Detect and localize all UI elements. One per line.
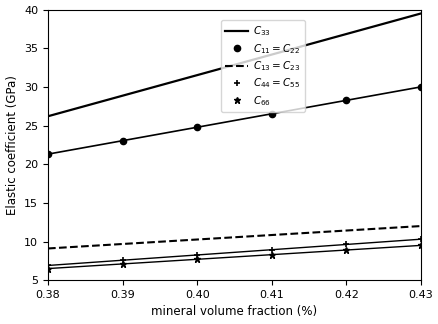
$C_{44}=C_{55}$ (268, 248, 274, 252)
$C_{11}=C_{22}$ (343, 98, 348, 102)
Line: $C_{13}=C_{23}$: $C_{13}=C_{23}$ (48, 226, 420, 249)
$C_{33}$ (265, 53, 271, 57)
$C_{44}=C_{55}$ (417, 237, 423, 241)
$C_{44}=C_{55}$ (194, 253, 199, 257)
$C_{33}$ (45, 114, 50, 118)
Legend: $C_{33}$, $C_{11}=C_{22}$, $C_{13}=C_{23}$, $C_{44}=C_{55}$, $C_{66}$: $C_{33}$, $C_{11}=C_{22}$, $C_{13}=C_{23… (221, 20, 304, 112)
$C_{11}=C_{22}$ (417, 85, 423, 89)
$C_{13}=C_{23}$ (383, 226, 388, 230)
$C_{13}=C_{23}$ (359, 228, 364, 232)
$C_{13}=C_{23}$ (45, 247, 50, 250)
$C_{66}$ (343, 248, 348, 252)
$C_{13}=C_{23}$ (265, 233, 271, 237)
$C_{44}=C_{55}$ (120, 258, 125, 262)
$C_{13}=C_{23}$ (417, 224, 423, 228)
$C_{66}$ (417, 243, 423, 247)
$C_{44}=C_{55}$ (45, 263, 50, 267)
$C_{44}=C_{55}$ (343, 242, 348, 246)
$C_{66}$ (268, 253, 274, 257)
X-axis label: mineral volume fraction (%): mineral volume fraction (%) (151, 306, 317, 318)
$C_{33}$ (273, 52, 278, 55)
$C_{11}=C_{22}$ (120, 139, 125, 143)
Line: $C_{33}$: $C_{33}$ (48, 13, 420, 116)
$C_{33}$ (417, 11, 423, 15)
$C_{13}=C_{23}$ (46, 247, 52, 250)
$C_{33}$ (46, 114, 52, 118)
Line: $C_{44}=C_{55}$: $C_{44}=C_{55}$ (44, 236, 424, 269)
$C_{13}=C_{23}$ (267, 233, 272, 237)
$C_{13}=C_{23}$ (273, 233, 278, 237)
$C_{33}$ (359, 28, 364, 31)
Line: $C_{66}$: $C_{66}$ (44, 242, 424, 272)
$C_{66}$ (45, 267, 50, 271)
Y-axis label: Elastic coefficient (GPa): Elastic coefficient (GPa) (6, 75, 18, 215)
$C_{11}=C_{22}$ (45, 152, 50, 156)
$C_{11}=C_{22}$ (194, 125, 199, 129)
Line: $C_{11}=C_{22}$: $C_{11}=C_{22}$ (45, 84, 423, 157)
$C_{66}$ (194, 257, 199, 261)
$C_{11}=C_{22}$ (268, 112, 274, 116)
$C_{66}$ (120, 262, 125, 266)
$C_{33}$ (383, 21, 388, 25)
$C_{33}$ (267, 53, 272, 57)
